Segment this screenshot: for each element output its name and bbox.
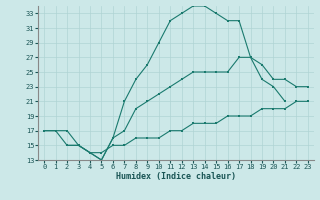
X-axis label: Humidex (Indice chaleur): Humidex (Indice chaleur) — [116, 172, 236, 181]
